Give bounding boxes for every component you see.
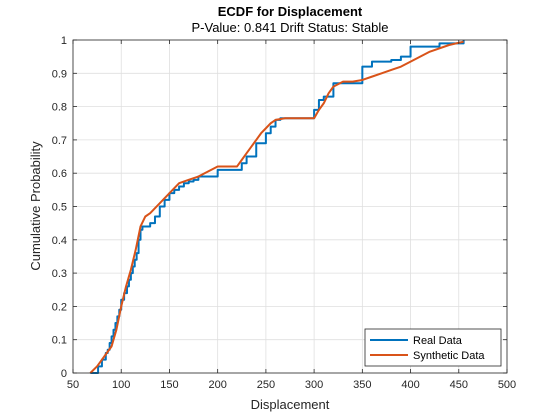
series-layer: [89, 40, 465, 374]
x-tick-label: 200: [208, 379, 226, 391]
y-tick-label: 0.8: [52, 102, 67, 114]
x-tick-label: 150: [160, 379, 178, 391]
y-tick-label: 0.7: [52, 135, 67, 147]
legend: Real Data Synthetic Data: [364, 328, 502, 367]
y-tick-label: 0.3: [52, 268, 67, 280]
y-axis-label: Cumulative Probability: [28, 141, 43, 271]
x-tick-label: 350: [353, 379, 371, 391]
chart-subtitle: P-Value: 0.841 Drift Status: Stable: [191, 20, 388, 35]
y-tick-label: 0.9: [52, 68, 67, 80]
y-ticks: 0 0.1 0.2 0.3 0.4 0.5 0.6 0.7 0.8 0.9 1: [52, 35, 507, 380]
y-tick-label: 0.4: [52, 235, 67, 247]
legend-label-synthetic: Synthetic Data: [413, 350, 485, 362]
x-tick-label: 450: [450, 379, 468, 391]
legend-box: [364, 328, 502, 367]
x-tick-label: 400: [401, 379, 419, 391]
grid-lines: [72, 39, 508, 374]
legend-label-real: Real Data: [413, 335, 463, 347]
x-tick-label: 250: [257, 379, 275, 391]
y-tick-label: 0.2: [52, 301, 67, 313]
chart-title: ECDF for Displacement: [218, 4, 363, 19]
series-line-synthetic: [89, 40, 464, 374]
x-axis-label: Displacement: [251, 397, 330, 412]
x-ticks: 50 100 150 200 250 300 350 400 450 500: [67, 40, 516, 391]
x-tick-label: 100: [112, 379, 130, 391]
x-tick-label: 300: [305, 379, 323, 391]
y-tick-label: 1: [61, 35, 67, 47]
y-tick-label: 0.5: [52, 202, 67, 214]
x-tick-label: 500: [498, 379, 516, 391]
y-tick-label: 0: [61, 368, 67, 380]
y-tick-label: 0.1: [52, 335, 67, 347]
x-tick-label: 50: [67, 379, 79, 391]
y-tick-label: 0.6: [52, 168, 67, 180]
